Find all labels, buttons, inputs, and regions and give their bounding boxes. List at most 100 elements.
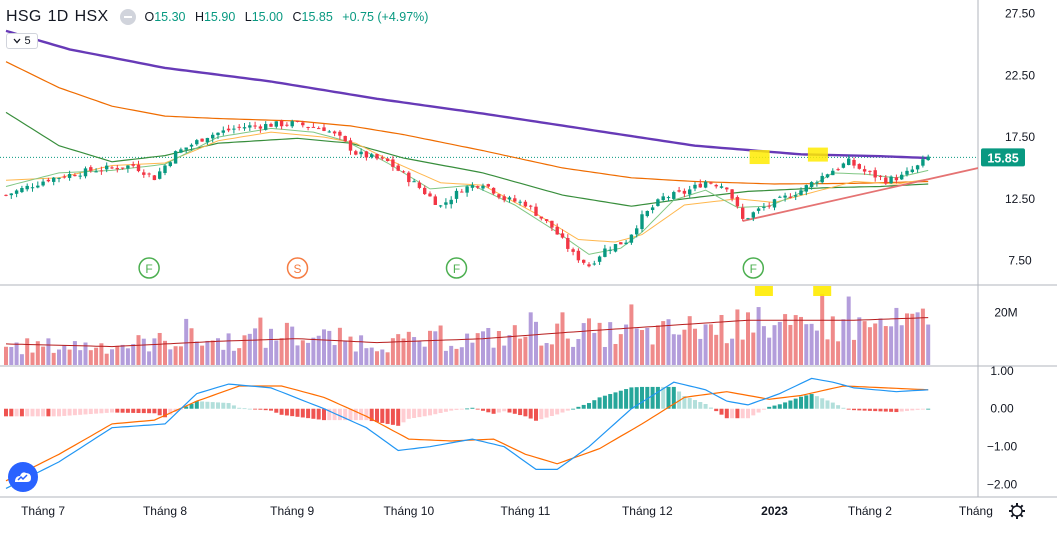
candle[interactable] [820,172,824,184]
macd-histogram-bar[interactable] [422,408,427,417]
macd-histogram-bar[interactable] [814,396,819,409]
candle[interactable] [746,217,750,220]
candle[interactable] [444,198,448,209]
candle[interactable] [36,181,40,189]
candle[interactable] [857,163,861,170]
macd-histogram-bar[interactable] [210,402,215,409]
candle[interactable] [407,171,411,187]
candle[interactable] [640,210,644,232]
macd-histogram-bar[interactable] [67,408,72,416]
macd-histogram-bar[interactable] [438,408,443,414]
macd-histogram-bar[interactable] [433,408,438,415]
macd-histogram-bar[interactable] [560,408,565,413]
candle[interactable] [306,126,310,131]
macd-histogram-bar[interactable] [263,408,268,411]
macd-histogram-bar[interactable] [751,408,756,416]
macd-histogram-bar[interactable] [327,408,332,421]
candle[interactable] [126,165,130,173]
candle[interactable] [624,239,628,245]
macd-histogram-bar[interactable] [772,405,777,409]
macd-histogram-bar[interactable] [703,403,708,409]
candle[interactable] [46,177,51,183]
candle[interactable] [539,216,543,221]
volume-bar[interactable] [708,324,713,365]
macd-histogram-bar[interactable] [99,408,104,414]
volume-bar[interactable] [4,346,8,365]
volume-bar[interactable] [343,340,348,365]
macd-histogram-bar[interactable] [634,387,639,409]
macd-histogram-bar[interactable] [125,408,130,413]
candle[interactable] [910,165,914,174]
macd-histogram-bar[interactable] [523,408,528,417]
candle[interactable] [428,191,432,197]
candle[interactable] [465,185,469,197]
candle[interactable] [905,167,909,177]
volume-bar[interactable] [83,342,88,365]
volume-bar[interactable] [163,340,167,365]
candle[interactable] [295,120,300,123]
macd-histogram-bar[interactable] [465,408,470,410]
volume-bar[interactable] [735,309,740,365]
macd-histogram-bar[interactable] [46,408,51,417]
macd-histogram-bar[interactable] [698,402,703,409]
macd-histogram-bar[interactable] [804,395,809,409]
candle[interactable] [597,255,602,265]
volume-bar[interactable] [41,346,46,365]
volume-bar[interactable] [587,318,591,365]
volume-bar[interactable] [571,346,576,365]
candle[interactable] [470,182,475,191]
macd-histogram-bar[interactable] [576,406,581,409]
volume-bar[interactable] [247,333,252,365]
candle[interactable] [131,161,135,168]
candle[interactable] [438,205,443,208]
macd-histogram-bar[interactable] [857,408,862,411]
macd-histogram-bar[interactable] [655,386,660,409]
macd-histogram-bar[interactable] [110,408,114,413]
candle[interactable] [513,194,517,203]
candle[interactable] [232,125,236,134]
candle[interactable] [550,220,554,231]
volume-bar[interactable] [650,344,655,365]
macd-histogram-bar[interactable] [820,398,825,409]
macd-histogram-bar[interactable] [475,408,480,410]
candle[interactable] [831,168,835,176]
candle[interactable] [529,204,533,210]
candle[interactable] [211,132,215,143]
macd-histogram-bar[interactable] [152,408,157,414]
macd-histogram-bar[interactable] [104,408,109,413]
volume-bar[interactable] [814,330,819,365]
macd-histogram-bar[interactable] [555,408,560,415]
volume-bar[interactable] [512,325,517,365]
volume-bar[interactable] [809,323,814,365]
macd-histogram-bar[interactable] [57,408,61,417]
volume-bar[interactable] [295,345,300,365]
candle[interactable] [666,195,671,202]
candle[interactable] [20,185,24,194]
macd-histogram-bar[interactable] [613,392,618,409]
macd-histogram-bar[interactable] [428,408,432,416]
volume-bar[interactable] [364,348,369,365]
macd-histogram-bar[interactable] [899,408,904,412]
candle[interactable] [242,122,247,131]
candle[interactable] [380,155,384,161]
volume-bar[interactable] [481,331,485,365]
candle[interactable] [619,242,623,245]
macd-histogram-bar[interactable] [231,405,236,409]
macd-histogram-bar[interactable] [502,408,507,412]
macd-histogram-bar[interactable] [624,389,629,409]
candle[interactable] [52,176,56,186]
volume-bar[interactable] [528,312,533,365]
candle[interactable] [714,183,718,189]
candle[interactable] [189,143,194,151]
volume-bar[interactable] [698,338,703,365]
volume-bar[interactable] [671,334,676,365]
macd-histogram-bar[interactable] [915,408,920,410]
macd-histogram-bar[interactable] [645,386,650,409]
macd-histogram-bar[interactable] [279,408,284,415]
volume-bar[interactable] [740,339,745,365]
macd-histogram-bar[interactable] [115,408,120,413]
macd-histogram-bar[interactable] [242,408,247,410]
candle[interactable] [41,178,45,187]
volume-bar[interactable] [862,321,867,365]
volume-bar[interactable] [205,340,210,365]
